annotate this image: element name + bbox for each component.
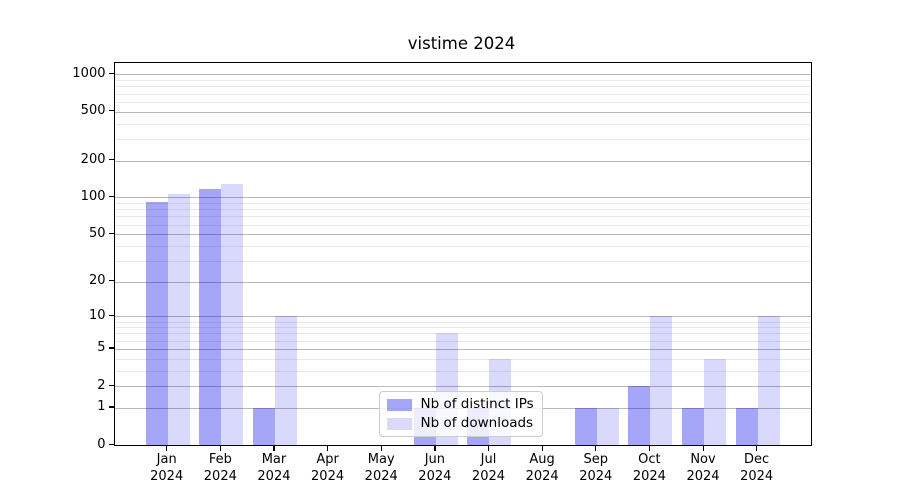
- x-tick-label: Jun 2024: [418, 452, 452, 484]
- y-tick-label: 1000: [72, 65, 106, 81]
- x-tick-label: Nov 2024: [686, 452, 720, 484]
- minor-gridline: [114, 224, 811, 226]
- y-tick-mark: [108, 195, 114, 198]
- x-tick-mark: [219, 446, 222, 451]
- plot-area: [113, 62, 812, 446]
- y-tick-label: 20: [88, 273, 106, 289]
- y-tick-label: 0: [97, 436, 106, 452]
- x-tick-mark: [595, 446, 597, 451]
- x-tick-mark: [434, 446, 436, 451]
- x-tick-mark: [166, 446, 168, 451]
- minor-gridline: [114, 93, 811, 95]
- x-tick-label: Dec 2024: [740, 452, 774, 484]
- y-tick-label: 2: [97, 377, 106, 393]
- chart-title: vistime 2024: [407, 34, 516, 53]
- y-tick-mark: [108, 159, 114, 161]
- minor-gridline: [114, 138, 811, 140]
- y-tick-mark: [108, 232, 114, 234]
- x-tick-label: Jul 2024: [471, 452, 506, 484]
- minor-gridline: [114, 216, 811, 218]
- x-tick-mark: [756, 446, 758, 451]
- y-tick-label: 5: [97, 340, 106, 356]
- legend-label-downloads: Nb of downloads: [420, 415, 534, 431]
- minor-gridline: [114, 333, 811, 335]
- major-gridline: [114, 197, 811, 199]
- x-tick-mark: [541, 446, 543, 451]
- major-gridline: [114, 160, 811, 162]
- y-tick-mark: [108, 280, 114, 282]
- minor-gridline: [114, 370, 811, 372]
- bar-dec-downloads: [757, 316, 780, 445]
- bar-mar-ips: [252, 407, 275, 445]
- y-tick-label: 50: [88, 225, 106, 241]
- x-tick-label: Jan 2024: [150, 452, 184, 484]
- minor-gridline: [114, 321, 811, 323]
- minor-gridline: [114, 80, 811, 82]
- minor-gridline: [114, 203, 811, 205]
- bar-dec-ips: [735, 407, 758, 445]
- bar-nov-ips: [682, 407, 704, 445]
- minor-gridline: [114, 327, 811, 329]
- y-tick-mark: [108, 347, 114, 349]
- x-tick-label: Feb 2024: [203, 452, 237, 484]
- bar-feb-downloads: [221, 184, 244, 445]
- bar-mar-downloads: [274, 316, 297, 445]
- major-gridline: [114, 281, 811, 283]
- minor-gridline: [114, 123, 811, 125]
- y-tick-mark: [108, 314, 114, 317]
- minor-gridline: [114, 245, 811, 247]
- bars-layer: [115, 63, 812, 445]
- bar-oct-downloads: [650, 316, 673, 445]
- x-tick-mark: [648, 446, 651, 451]
- legend-label-distinct-ips: Nb of distinct IPs: [420, 396, 534, 412]
- x-tick-label: Mar 2024: [257, 452, 291, 484]
- x-tick-mark: [327, 446, 329, 451]
- y-tick-label: 10: [88, 307, 106, 323]
- y-tick-mark: [108, 384, 114, 386]
- minor-gridline: [114, 340, 811, 342]
- y-tick-mark: [108, 110, 114, 112]
- major-gridline: [114, 234, 811, 236]
- major-gridline: [114, 386, 811, 388]
- minor-gridline: [114, 260, 811, 262]
- x-tick-mark: [702, 446, 704, 451]
- major-gridline: [114, 316, 811, 318]
- major-gridline: [114, 348, 811, 350]
- minor-gridline: [114, 209, 811, 211]
- legend-item-distinct-ips: Nb of distinct IPs: [380, 397, 542, 412]
- major-gridline: [114, 111, 811, 113]
- legend-swatch-downloads: [386, 417, 412, 430]
- minor-gridline: [114, 86, 811, 88]
- y-tick-mark: [108, 406, 114, 408]
- x-tick-label: Aug 2024: [525, 452, 559, 484]
- minor-gridline: [114, 101, 811, 103]
- bar-oct-ips: [628, 386, 651, 445]
- legend-item-downloads: Nb of downloads: [380, 416, 542, 431]
- bar-feb-ips: [199, 188, 222, 445]
- x-tick-label: Sep 2024: [579, 452, 613, 484]
- bar-jan-downloads: [167, 193, 190, 445]
- bar-nov-downloads: [704, 358, 726, 445]
- y-tick-label: 1: [97, 399, 106, 415]
- y-tick-mark: [108, 72, 114, 75]
- y-tick-label: 200: [80, 152, 106, 168]
- bar-jan-ips: [145, 201, 168, 445]
- x-tick-label: Apr 2024: [311, 452, 345, 484]
- legend: Nb of distinct IPs Nb of downloads: [378, 391, 543, 437]
- x-tick-mark: [380, 446, 382, 451]
- y-tick-mark: [108, 443, 114, 445]
- x-tick-label: May 2024: [364, 452, 398, 484]
- x-tick-mark: [487, 446, 490, 451]
- bar-sep-downloads: [596, 407, 619, 445]
- x-tick-label: Oct 2024: [632, 452, 666, 484]
- major-gridline: [114, 74, 811, 76]
- y-tick-label: 500: [80, 103, 106, 119]
- legend-swatch-distinct-ips: [386, 398, 412, 411]
- minor-gridline: [114, 358, 811, 360]
- x-tick-mark: [273, 446, 275, 451]
- y-tick-label: 100: [80, 188, 106, 204]
- bar-sep-ips: [574, 407, 597, 445]
